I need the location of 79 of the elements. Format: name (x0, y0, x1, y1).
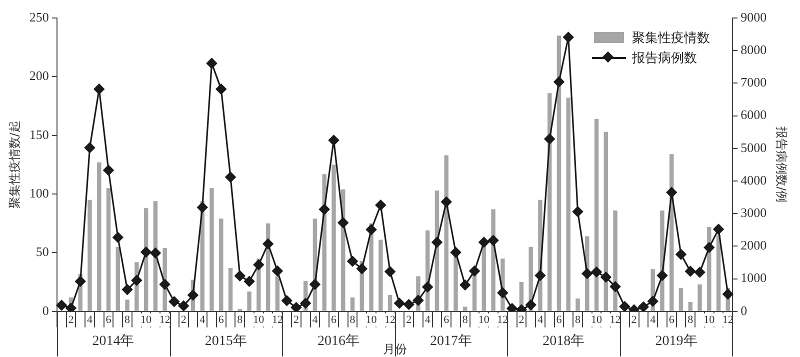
x-tick-label: 2 (518, 314, 524, 326)
bar (106, 188, 111, 311)
bar (378, 240, 383, 311)
x-tick-label: 8 (237, 314, 244, 326)
x-tick-label: 6 (106, 314, 112, 326)
x-tick-label: 4 (200, 314, 206, 326)
x-axis-title: 月份 (382, 342, 407, 356)
y-tick-label: 50 (36, 244, 49, 260)
y-tick-label: 100 (29, 185, 49, 200)
x-tick-label: 12 (159, 314, 170, 326)
x-tick-label: 2 (293, 314, 299, 326)
x-tick-label: 2 (406, 314, 412, 326)
x-tick-label: 12 (610, 314, 621, 326)
x-tick-label: 2 (180, 314, 186, 326)
bar (350, 297, 355, 311)
text: 2016年 (317, 333, 360, 350)
text: 2017年 (430, 333, 472, 350)
x-tick-label: 10 (591, 314, 603, 326)
bar (576, 298, 580, 311)
x-tick-label: 4 (86, 314, 93, 326)
legend-label: 聚集性疫情数 (632, 30, 710, 47)
y-axis-title: 聚集性疫情数/起 (7, 120, 22, 209)
y2-tick-label: 8000 (740, 42, 767, 58)
x-tick-label: 4 (424, 314, 431, 326)
x-tick-label: 10 (478, 314, 490, 326)
text: 2015年 (204, 333, 247, 350)
bar (228, 268, 233, 311)
y-tick-label: 250 (29, 9, 49, 24)
y2-tick-label: 0 (740, 302, 748, 318)
bar (678, 288, 684, 311)
y-tick-label: 200 (29, 68, 49, 84)
bar (332, 164, 336, 311)
y2-tick-label: 7000 (740, 74, 767, 90)
x-tick-label: 4 (650, 314, 656, 326)
x-tick-label: 6 (444, 314, 450, 326)
y2-axis-title: 报告病例数/例 (774, 126, 789, 203)
y2-tick-label: 1000 (740, 270, 767, 286)
bar (219, 218, 224, 311)
x-tick-label: 10 (253, 314, 265, 326)
y2-tick-label: 6000 (740, 107, 767, 122)
x-tick-label: 4 (312, 314, 318, 326)
x-tick-label: 6 (556, 314, 562, 326)
bar (97, 162, 102, 311)
bar (88, 200, 92, 311)
bar (688, 302, 692, 311)
x-tick-label: 12 (384, 314, 396, 326)
text: 2018年 (542, 333, 585, 350)
x-tick-label: 8 (124, 314, 131, 326)
x-tick-label: 6 (331, 314, 337, 326)
x-tick-label: 12 (272, 314, 283, 326)
x-tick-label: 4 (537, 314, 544, 326)
bar (210, 188, 214, 311)
x-tick-label: 8 (688, 314, 694, 326)
legend-label: 报告病例数 (632, 50, 697, 67)
x-tick-label: 10 (366, 314, 378, 326)
bar (698, 284, 702, 311)
x-tick-label: 8 (575, 314, 581, 326)
y-tick-label: 0 (42, 302, 49, 318)
bar (247, 291, 252, 311)
text: 2019年 (655, 333, 698, 350)
x-tick-label: 6 (668, 314, 675, 326)
x-tick-label: 2 (68, 314, 74, 326)
x-tick-label: 8 (462, 314, 468, 326)
y2-tick-label: 9000 (740, 9, 767, 24)
x-tick-label: 10 (140, 314, 152, 326)
bar (463, 306, 468, 311)
y-tick-label: 150 (29, 126, 49, 142)
bar (566, 98, 570, 311)
x-tick-label: 10 (704, 314, 716, 326)
y2-tick-label: 2000 (740, 238, 767, 253)
y2-tick-label: 3000 (740, 205, 767, 220)
text: 2014年 (92, 333, 134, 350)
x-tick-label: 8 (350, 314, 356, 326)
y2-tick-label: 5000 (740, 140, 767, 155)
bar (116, 246, 120, 311)
bar (125, 300, 130, 311)
x-tick-label: 2 (631, 314, 637, 326)
y2-tick-label: 4000 (740, 172, 767, 188)
x-tick-label: 6 (218, 314, 224, 326)
